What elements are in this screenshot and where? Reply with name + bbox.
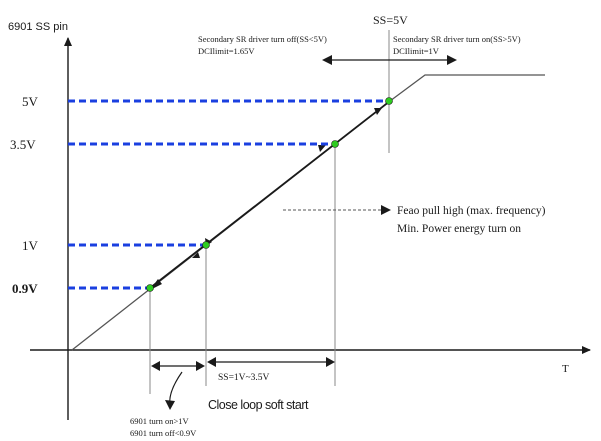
soft-start-segment: [149, 100, 391, 289]
x-axis-title: T: [562, 363, 569, 375]
point-3-5v: [331, 140, 339, 148]
y-label-5v: 5V: [22, 94, 39, 109]
interval-right-arrow-icon: [196, 361, 205, 371]
turn-note-arrow-icon: [165, 400, 175, 410]
feao-line1: Feao pull high (max. frequency): [397, 205, 546, 217]
y-label-1v: 1V: [22, 238, 39, 253]
interval2-left-arrow-icon: [207, 357, 216, 367]
sr-on-line1: Secondary SR driver turn on(SS>5V): [393, 34, 521, 44]
interval2-right-arrow-icon: [326, 357, 335, 367]
interval-left-arrow-icon: [151, 361, 160, 371]
close-loop-label: Close loop soft start: [208, 398, 309, 412]
sr-arrow-left-icon: [322, 55, 332, 65]
point-5v: [385, 97, 393, 105]
point-0-9v: [146, 284, 154, 292]
sr-off-line1: Secondary SR driver turn off(SS<5V): [198, 34, 327, 44]
y-label-3-5v: 3.5V: [10, 137, 36, 152]
y-axis-title: 6901 SS pin: [8, 21, 68, 33]
vertical-guides: [149, 30, 390, 394]
ramp-arrow-up-icon-1: [192, 252, 200, 258]
feao-line2: Min. Power energy turn on: [397, 223, 521, 235]
turn-off-label: 6901 turn off<0.9V: [130, 428, 197, 438]
ramp-arrow-up-icon-3: [318, 145, 326, 152]
y-label-0-9v: 0.9V: [12, 281, 38, 296]
ss-range-label: SS=1V~3.5V: [218, 373, 270, 383]
point-1v: [202, 241, 210, 249]
level-points: [146, 97, 393, 292]
sr-off-line2: DCIlimit=1.65V: [198, 46, 255, 56]
sr-arrow-right-icon: [447, 55, 457, 65]
ramp-arrow-up-icon-4: [374, 108, 382, 115]
turn-on-label: 6901 turn on>1V: [130, 416, 189, 426]
sr-on-line2: DCIlimit=1V: [393, 46, 440, 56]
level-guides: [68, 99, 389, 290]
turn-note-pointer: [169, 371, 183, 406]
ss5-label: SS=5V: [373, 13, 408, 27]
feao-arrow-icon: [381, 205, 391, 215]
